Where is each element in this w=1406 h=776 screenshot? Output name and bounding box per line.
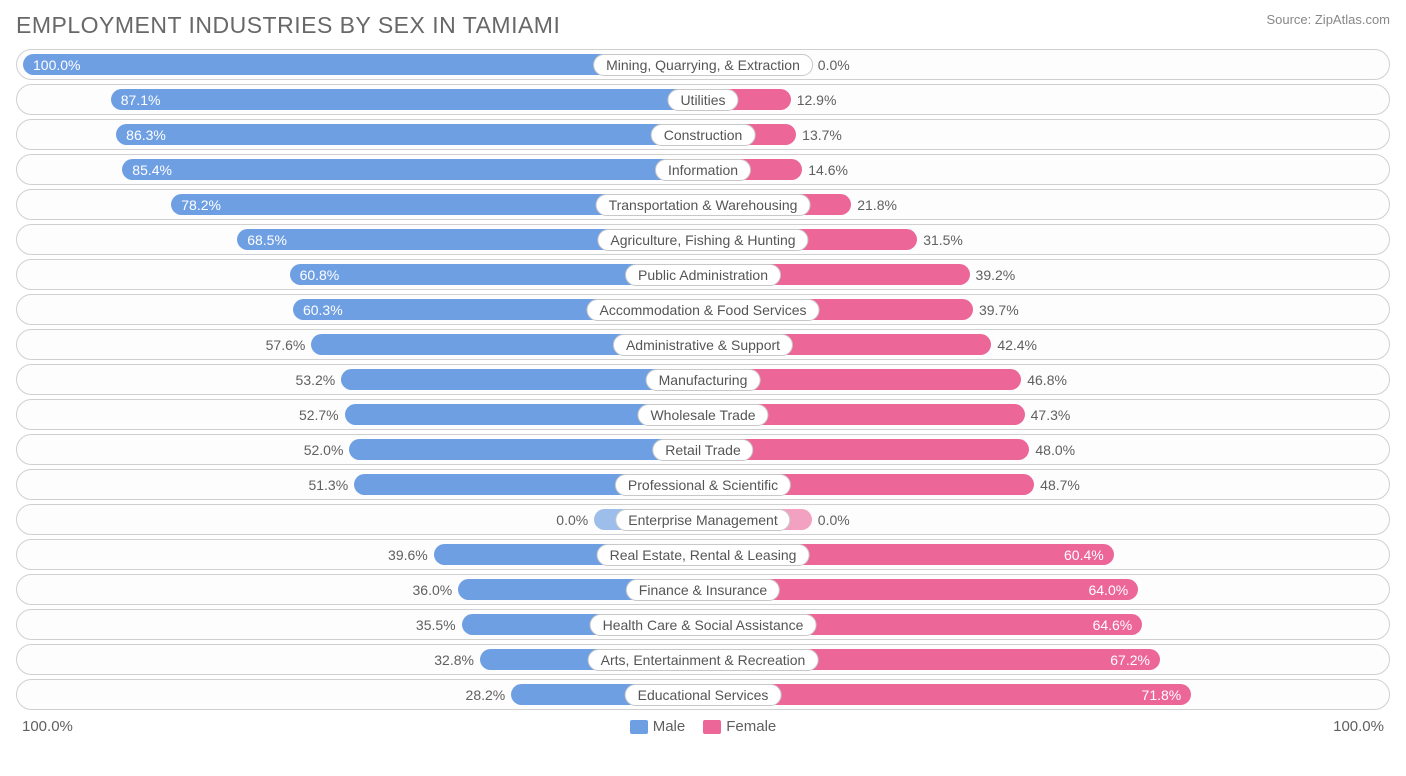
male-pct-label: 53.2% <box>296 372 342 388</box>
male-pct-label: 52.0% <box>304 442 350 458</box>
industry-label: Utilities <box>667 89 738 111</box>
bar-row: 85.4% 14.6% Information <box>16 154 1390 185</box>
bar-row: 60.8% 39.2% Public Administration <box>16 259 1390 290</box>
female-pct-label: 48.0% <box>1029 442 1075 458</box>
bar-row: 78.2% 21.8% Transportation & Warehousing <box>16 189 1390 220</box>
industry-label: Accommodation & Food Services <box>587 299 820 321</box>
legend-male-label: Male <box>653 718 686 735</box>
male-pct-label: 78.2% <box>171 197 221 213</box>
female-pct-label: 13.7% <box>796 127 842 143</box>
industry-label: Information <box>655 159 751 181</box>
industry-label: Enterprise Management <box>615 509 790 531</box>
industry-label: Real Estate, Rental & Leasing <box>597 544 810 566</box>
bar-row: 100.0% 0.0%Mining, Quarrying, & Extractio… <box>16 49 1390 80</box>
bar-row: 87.1% 12.9% Utilities <box>16 84 1390 115</box>
female-pct-label: 48.7% <box>1034 477 1080 493</box>
legend-male: Male <box>630 718 686 735</box>
female-pct-label: 0.0% <box>812 512 850 528</box>
male-pct-label: 68.5% <box>237 232 287 248</box>
male-pct-label: 87.1% <box>111 92 161 108</box>
female-pct-label: 42.4% <box>991 337 1037 353</box>
industry-label: Health Care & Social Assistance <box>590 614 817 636</box>
male-bar: 52.0% <box>349 439 703 460</box>
scale-right: 100.0% <box>1333 718 1384 735</box>
male-bar: 85.4% <box>122 159 703 180</box>
bar-row: 28.2% 71.8% Educational Services <box>16 679 1390 710</box>
bar-row: 53.2% 46.8% Manufacturing <box>16 364 1390 395</box>
bar-rows-container: 100.0%0.0%Mining, Quarrying, & Extractio… <box>16 49 1390 710</box>
industry-label: Public Administration <box>625 264 781 286</box>
legend-swatch-female <box>703 720 721 734</box>
male-pct-label: 0.0% <box>556 512 594 528</box>
female-pct-label: 14.6% <box>802 162 848 178</box>
male-pct-label: 39.6% <box>388 547 434 563</box>
bar-row: 39.6% 60.4% Real Estate, Rental & Leasing <box>16 539 1390 570</box>
female-pct-label: 39.7% <box>973 302 1019 318</box>
chart-title: EMPLOYMENT INDUSTRIES BY SEX IN TAMIAMI <box>16 12 560 39</box>
male-pct-label: 100.0% <box>23 57 80 73</box>
industry-label: Retail Trade <box>652 439 753 461</box>
female-pct-label: 60.4% <box>1064 547 1114 563</box>
legend-female-label: Female <box>726 718 776 735</box>
bar-row: 36.0% 64.0% Finance & Insurance <box>16 574 1390 605</box>
bar-row: 57.6% 42.4% Administrative & Support <box>16 329 1390 360</box>
bar-row: 35.5% 64.6% Health Care & Social Assistanc… <box>16 609 1390 640</box>
male-pct-label: 60.8% <box>290 267 340 283</box>
bar-row: 86.3% 13.7% Construction <box>16 119 1390 150</box>
industry-label: Agriculture, Fishing & Hunting <box>597 229 808 251</box>
female-pct-label: 47.3% <box>1025 407 1071 423</box>
male-pct-label: 32.8% <box>434 652 480 668</box>
male-pct-label: 85.4% <box>122 162 172 178</box>
male-pct-label: 51.3% <box>308 477 354 493</box>
industry-label: Transportation & Warehousing <box>596 194 811 216</box>
male-pct-label: 36.0% <box>413 582 459 598</box>
female-pct-label: 31.5% <box>917 232 963 248</box>
bar-row: 52.7% 47.3% Wholesale Trade <box>16 399 1390 430</box>
female-pct-label: 67.2% <box>1110 652 1160 668</box>
industry-label: Professional & Scientific <box>615 474 791 496</box>
legend-female: Female <box>703 718 776 735</box>
industry-label: Mining, Quarrying, & Extraction <box>593 54 813 76</box>
source-label: Source: ZipAtlas.com <box>1266 12 1390 27</box>
male-pct-label: 35.5% <box>416 617 462 633</box>
female-pct-label: 21.8% <box>851 197 897 213</box>
female-pct-label: 39.2% <box>970 267 1016 283</box>
female-pct-label: 71.8% <box>1142 687 1192 703</box>
industry-label: Construction <box>651 124 756 146</box>
industry-label: Manufacturing <box>646 369 761 391</box>
male-bar: 87.1% <box>111 89 703 110</box>
scale-left: 100.0% <box>22 718 73 735</box>
male-pct-label: 52.7% <box>299 407 345 423</box>
male-pct-label: 86.3% <box>116 127 166 143</box>
female-pct-label: 0.0% <box>812 57 850 73</box>
bar-row: 52.0% 48.0% Retail Trade <box>16 434 1390 465</box>
industry-label: Wholesale Trade <box>637 404 768 426</box>
female-pct-label: 64.6% <box>1093 617 1143 633</box>
legend: Male Female <box>630 718 777 735</box>
legend-swatch-male <box>630 720 648 734</box>
industry-label: Arts, Entertainment & Recreation <box>588 649 819 671</box>
male-pct-label: 57.6% <box>266 337 312 353</box>
male-bar: 86.3% <box>116 124 703 145</box>
bar-row: 68.5% 31.5% Agriculture, Fishing & Hunting <box>16 224 1390 255</box>
bar-row: 0.0% 0.0% Enterprise Management <box>16 504 1390 535</box>
bar-row: 60.3% 39.7% Accommodation & Food Services <box>16 294 1390 325</box>
bar-row: 32.8% 67.2% Arts, Entertainment & Recreati… <box>16 644 1390 675</box>
industry-label: Educational Services <box>625 684 782 706</box>
industry-label: Administrative & Support <box>613 334 793 356</box>
female-pct-label: 64.0% <box>1088 582 1138 598</box>
female-pct-label: 46.8% <box>1021 372 1067 388</box>
bar-row: 51.3% 48.7% Professional & Scientific <box>16 469 1390 500</box>
female-pct-label: 12.9% <box>791 92 837 108</box>
male-pct-label: 60.3% <box>293 302 343 318</box>
male-pct-label: 28.2% <box>466 687 512 703</box>
industry-label: Finance & Insurance <box>626 579 780 601</box>
